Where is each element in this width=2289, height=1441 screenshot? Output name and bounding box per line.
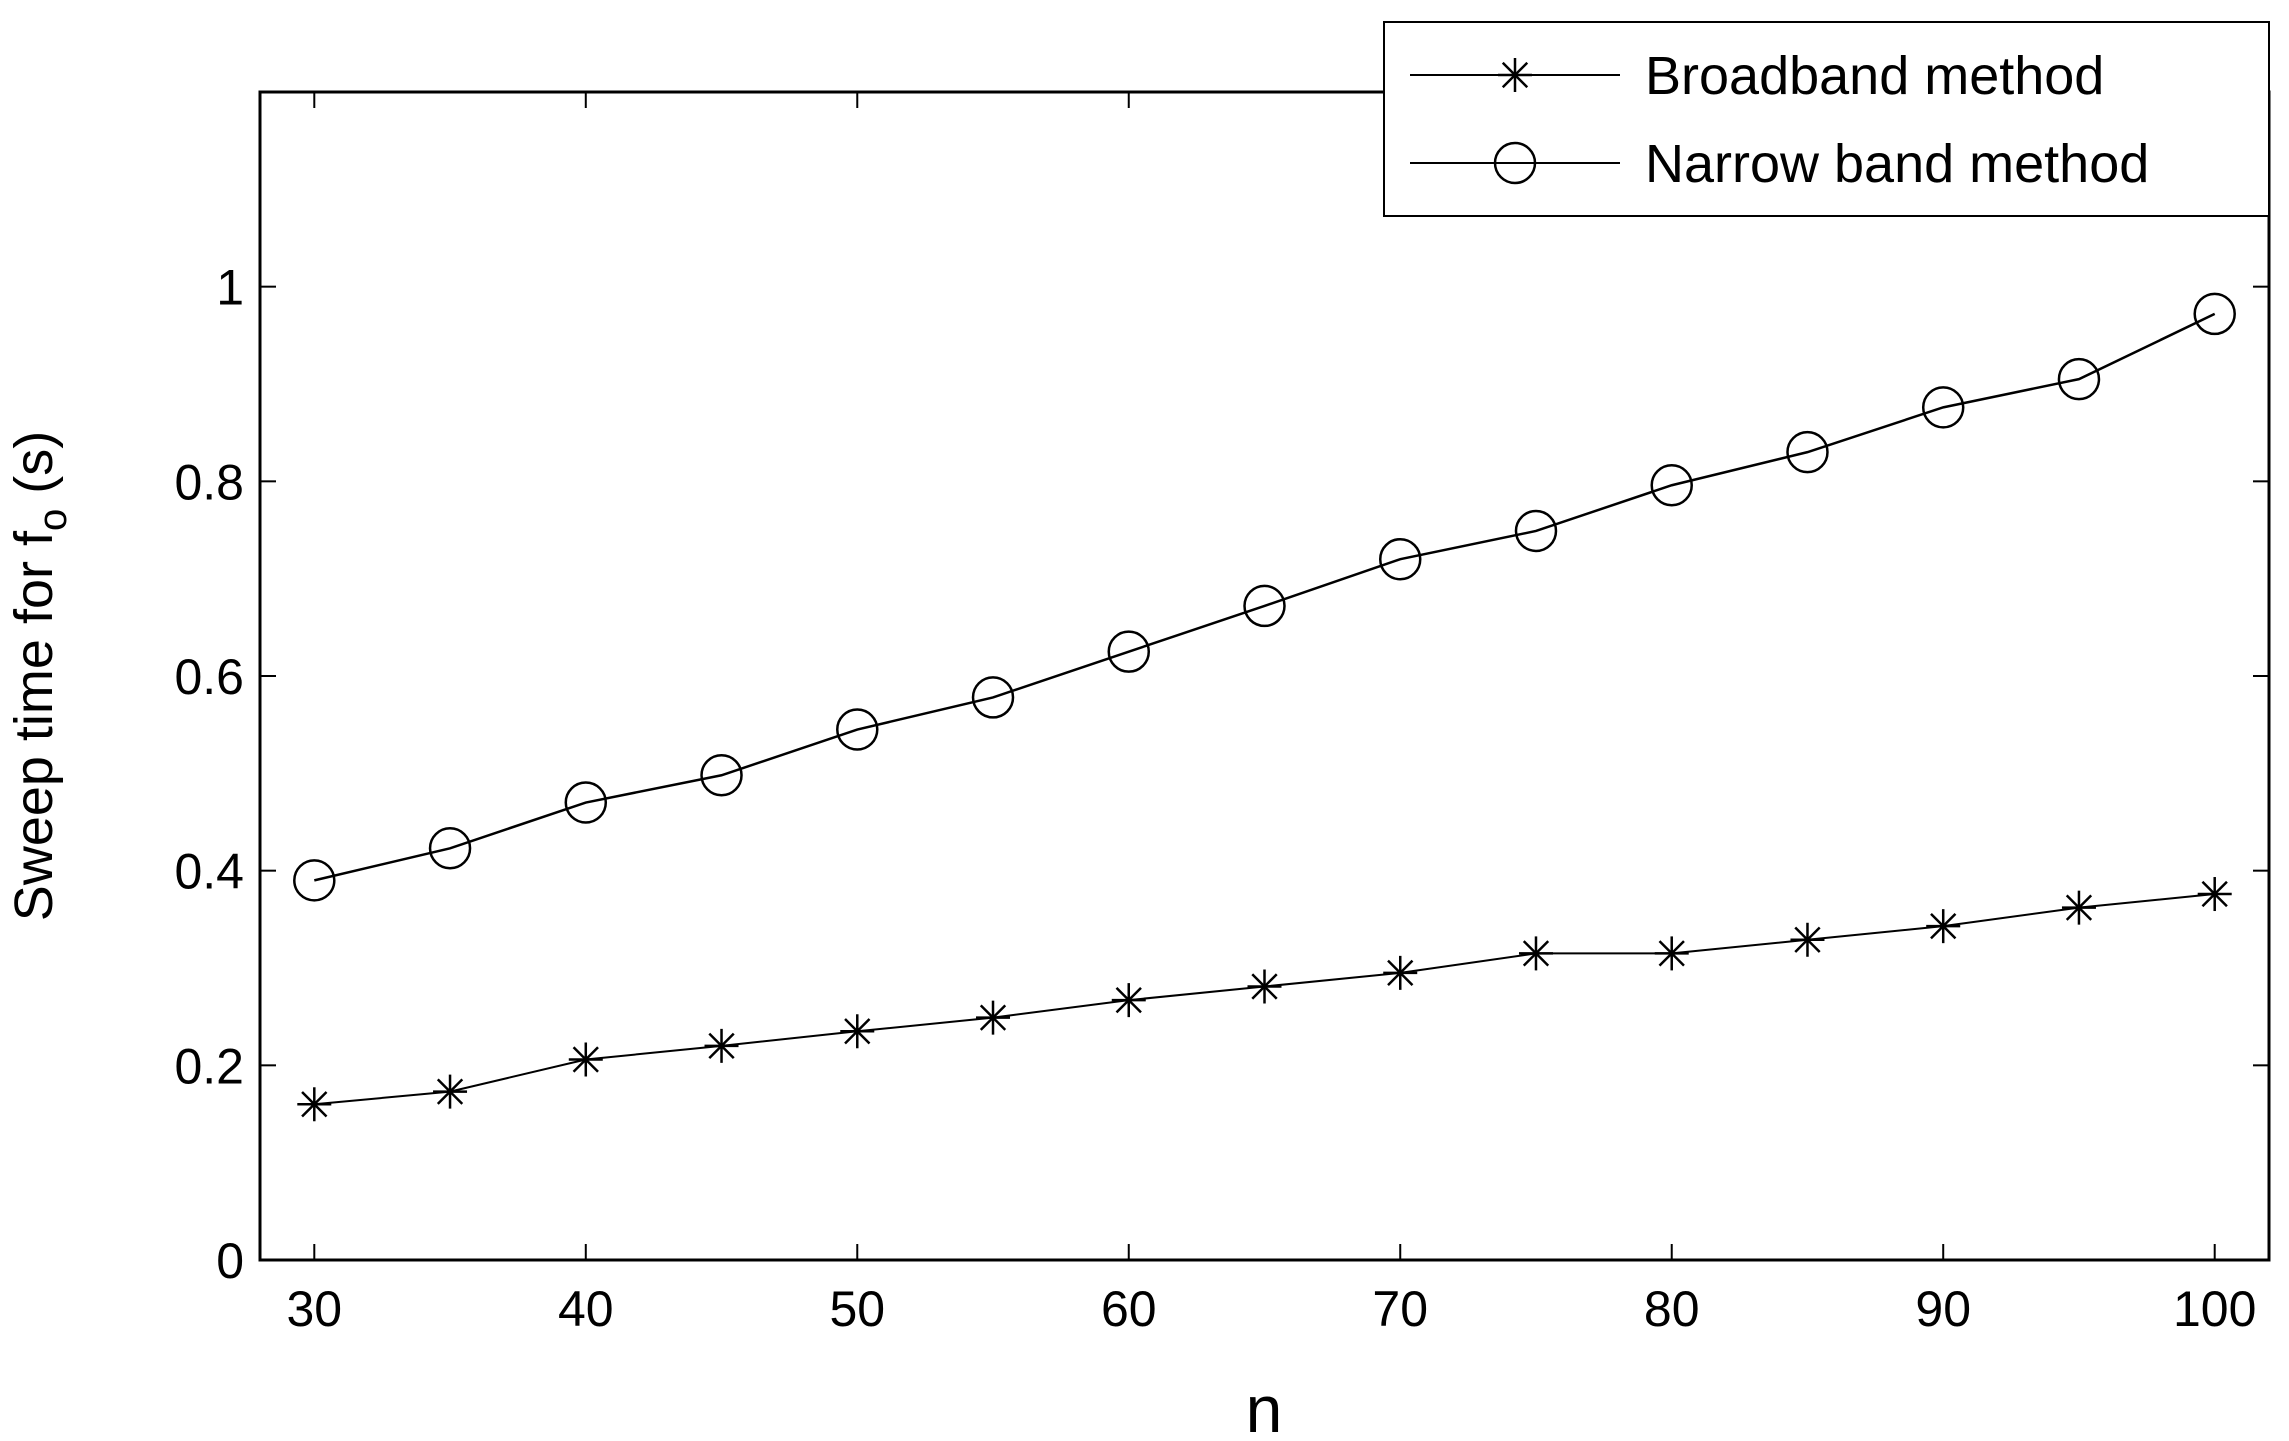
point-narrowband <box>1921 386 1965 429</box>
point-broadband <box>297 1087 332 1122</box>
legend-label-narrowband: Narrow band method <box>1645 134 2149 194</box>
point-narrowband <box>293 859 336 902</box>
y-tick-label: 0.2 <box>174 1038 244 1094</box>
point-narrowband <box>700 754 743 797</box>
point-broadband <box>1926 909 1961 944</box>
legend-marker-narrowband <box>1493 141 1537 185</box>
x-tick-label: 60 <box>1101 1281 1157 1337</box>
point-narrowband <box>1107 630 1151 673</box>
series-line-1 <box>314 312 2216 882</box>
point-broadband <box>1518 936 1553 971</box>
point-narrowband <box>1650 463 1693 507</box>
point-narrowband <box>1514 509 1558 553</box>
plot-area <box>258 90 2271 1262</box>
x-tick-label: 40 <box>558 1281 614 1337</box>
x-tick-label: 30 <box>286 1281 342 1337</box>
point-broadband <box>1247 969 1282 1004</box>
x-tick-label: 70 <box>1372 1281 1428 1337</box>
x-tick-label: 90 <box>1915 1281 1971 1337</box>
x-axis-title: n <box>1246 1372 1283 1441</box>
y-tick-label: 0.4 <box>174 844 244 900</box>
point-narrowband <box>428 827 472 870</box>
x-tick-label: 80 <box>1644 1281 1700 1337</box>
point-broadband <box>433 1074 468 1109</box>
point-narrowband <box>2057 357 2101 401</box>
y-tick-label: 0.8 <box>174 454 244 510</box>
point-broadband <box>568 1042 603 1077</box>
point-narrowband <box>1243 584 1286 628</box>
axis-ticks: 30 40 50 60 70 80 90 100 0 0.2 0.4 0.6 0.8 1 <box>174 92 2269 1337</box>
point-narrowband <box>1378 537 1422 581</box>
point-broadband <box>840 1014 875 1049</box>
legend-box <box>1383 21 2270 217</box>
point-broadband <box>1111 983 1146 1018</box>
legend-circle-icon <box>1493 141 1537 185</box>
legend: Broadband method Narrow band method <box>1383 21 2270 217</box>
y-tick-label: 1 <box>216 260 244 316</box>
point-broadband <box>1383 955 1418 990</box>
point-broadband <box>976 1000 1011 1035</box>
point-broadband <box>704 1028 739 1063</box>
series-layer <box>293 292 2236 1122</box>
point-broadband <box>1790 922 1825 957</box>
point-narrowband <box>971 676 1015 719</box>
y-tick-label: 0 <box>216 1233 244 1289</box>
point-narrowband <box>564 781 608 824</box>
point-narrowband <box>2193 292 2236 336</box>
point-broadband <box>2197 877 2232 912</box>
x-tick-label: 50 <box>829 1281 885 1337</box>
legend-asterisk-icon <box>1498 58 1532 92</box>
point-broadband <box>2061 890 2096 925</box>
legend-label-broadband: Broadband method <box>1645 46 2104 106</box>
point-narrowband <box>1786 430 1829 474</box>
y-tick-label: 0.6 <box>174 649 244 705</box>
y-axis-title: Sweep time for fo (s) <box>4 431 75 921</box>
point-narrowband <box>836 708 879 751</box>
point-broadband <box>1654 936 1689 971</box>
legend-marker-broadband <box>1498 58 1532 92</box>
x-tick-label: 100 <box>2173 1281 2256 1337</box>
